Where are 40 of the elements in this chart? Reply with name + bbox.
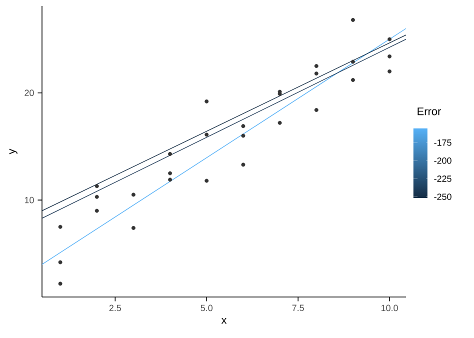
point (204, 178, 209, 183)
point (314, 72, 318, 76)
point (58, 224, 62, 229)
point (204, 132, 209, 137)
color-bar-label: -200 (434, 158, 452, 164)
y-axis-title: y (9, 148, 18, 154)
point (58, 282, 62, 286)
color-bar-label: -175 (434, 140, 452, 146)
point (278, 120, 282, 125)
point (314, 64, 318, 68)
color-bar-label: -250 (434, 194, 452, 200)
color-bar-title: Error (418, 108, 441, 116)
point (168, 171, 172, 176)
y-tick-label: 20 (24, 90, 34, 96)
point (241, 134, 246, 138)
x-tick-label: 2.5 (109, 304, 122, 312)
point (131, 226, 136, 230)
point (168, 178, 172, 182)
point (94, 184, 99, 188)
point (241, 162, 246, 167)
point (350, 78, 355, 82)
x-tick-label: 10.0 (382, 304, 398, 312)
point (94, 194, 99, 199)
point (350, 18, 355, 22)
color-bar-label: -225 (434, 176, 452, 182)
x-axis-title: x (221, 318, 227, 324)
x-tick-label: 5.0 (200, 304, 213, 312)
point (204, 99, 209, 104)
point (314, 108, 318, 112)
point (168, 152, 172, 156)
point (131, 192, 136, 197)
point (388, 37, 392, 42)
point (350, 60, 355, 64)
point (388, 54, 392, 58)
x-tick-label: 7.5 (292, 304, 304, 312)
point (388, 69, 392, 74)
point (58, 260, 62, 264)
point (241, 124, 246, 128)
y-tick-label: 10 (24, 196, 34, 204)
point (94, 208, 99, 213)
